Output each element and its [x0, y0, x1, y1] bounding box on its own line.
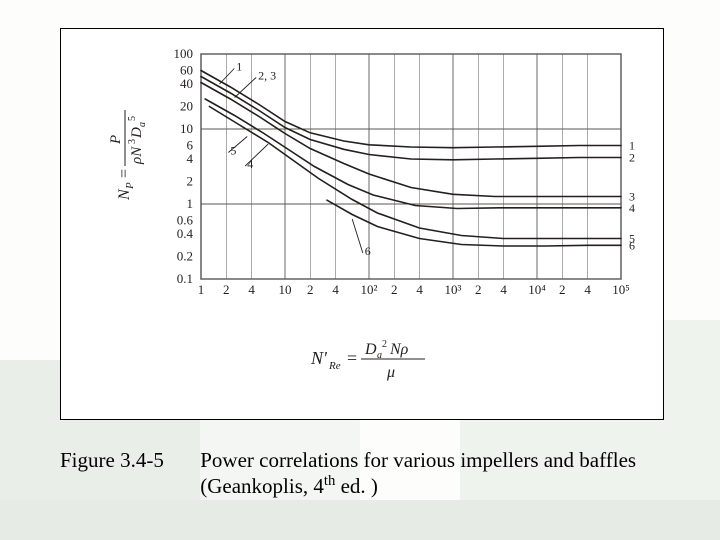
- svg-text:1: 1: [198, 282, 205, 297]
- svg-text:4: 4: [584, 282, 591, 297]
- power-correlation-chart: 124102410²2410³2410⁴2410⁵100604020106421…: [61, 29, 663, 419]
- svg-text:2: 2: [475, 282, 482, 297]
- svg-text:2: 2: [391, 282, 398, 297]
- svg-text:10: 10: [279, 282, 292, 297]
- svg-text:6: 6: [365, 244, 371, 258]
- svg-text:4: 4: [629, 201, 635, 215]
- svg-text:40: 40: [180, 76, 193, 91]
- svg-text:2: 2: [382, 339, 387, 350]
- svg-text:a: a: [137, 122, 148, 127]
- svg-text:5: 5: [230, 144, 236, 158]
- svg-text:2, 3: 2, 3: [258, 69, 276, 83]
- figure-text: Power correlations for various impellers…: [200, 448, 670, 499]
- svg-text:6: 6: [629, 238, 635, 252]
- svg-text:4: 4: [500, 282, 507, 297]
- svg-text:100: 100: [174, 46, 194, 61]
- svg-text:4: 4: [187, 151, 194, 166]
- svg-text:2: 2: [559, 282, 566, 297]
- svg-text:10⁵: 10⁵: [612, 282, 630, 297]
- svg-text:0.1: 0.1: [177, 271, 193, 286]
- svg-text:2: 2: [187, 173, 194, 188]
- svg-text:0.4: 0.4: [177, 226, 194, 241]
- svg-text:D: D: [129, 127, 145, 139]
- svg-text:=: =: [347, 348, 357, 368]
- svg-text:P: P: [124, 182, 136, 190]
- svg-text:2: 2: [223, 282, 230, 297]
- svg-text:1: 1: [187, 196, 194, 211]
- svg-text:Nρ: Nρ: [389, 341, 409, 358]
- svg-text:10³: 10³: [445, 282, 462, 297]
- svg-text:Re: Re: [328, 360, 341, 372]
- svg-text:ρN: ρN: [129, 146, 145, 165]
- chart-frame: 124102410²2410³2410⁴2410⁵100604020106421…: [60, 28, 664, 420]
- svg-text:3: 3: [127, 139, 138, 144]
- svg-text:10⁴: 10⁴: [528, 282, 546, 297]
- svg-text:20: 20: [180, 98, 193, 113]
- svg-text:4: 4: [247, 157, 253, 171]
- svg-text:10: 10: [180, 121, 193, 136]
- svg-text:N': N': [310, 348, 328, 368]
- svg-text:10²: 10²: [361, 282, 378, 297]
- svg-text:0.2: 0.2: [177, 248, 193, 263]
- svg-text:a: a: [377, 350, 382, 361]
- svg-text:=: =: [116, 169, 133, 178]
- svg-text:4: 4: [332, 282, 339, 297]
- svg-text:1: 1: [236, 60, 242, 74]
- svg-text:5: 5: [127, 116, 138, 121]
- svg-text:4: 4: [248, 282, 255, 297]
- svg-text:D: D: [364, 341, 377, 358]
- svg-text:4: 4: [416, 282, 423, 297]
- figure-caption: Figure 3.4-5 Power correlations for vari…: [60, 448, 680, 499]
- svg-text:μ: μ: [386, 364, 395, 381]
- svg-text:P: P: [108, 135, 124, 145]
- svg-text:2: 2: [629, 151, 635, 165]
- svg-text:2: 2: [307, 282, 314, 297]
- figure-label: Figure 3.4-5: [60, 448, 195, 473]
